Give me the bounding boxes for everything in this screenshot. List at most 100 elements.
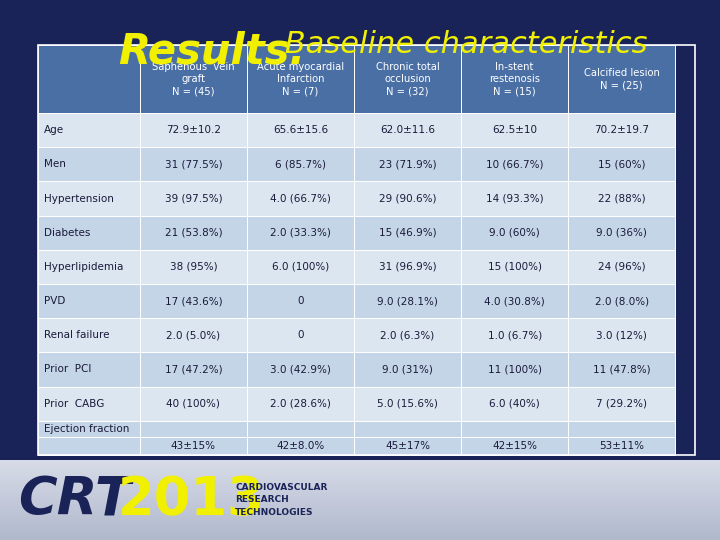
Bar xyxy=(140,437,247,455)
Bar xyxy=(38,181,140,215)
Bar xyxy=(461,353,568,387)
Bar xyxy=(461,181,568,215)
Bar xyxy=(0,528,720,530)
Text: 42±8.0%: 42±8.0% xyxy=(276,441,325,451)
Bar xyxy=(354,147,461,181)
Text: 9.0 (60%): 9.0 (60%) xyxy=(490,228,540,238)
Text: 15 (60%): 15 (60%) xyxy=(598,159,646,170)
Bar xyxy=(140,387,247,421)
Text: Baseline characteristics: Baseline characteristics xyxy=(275,30,647,59)
Bar xyxy=(38,387,140,421)
Text: 40 (100%): 40 (100%) xyxy=(166,399,220,409)
Bar xyxy=(38,437,140,455)
Bar xyxy=(38,421,140,437)
Bar xyxy=(0,488,720,490)
Text: 43±15%: 43±15% xyxy=(171,441,216,451)
Text: 2.0 (8.0%): 2.0 (8.0%) xyxy=(595,296,649,306)
Text: 2013: 2013 xyxy=(118,474,265,526)
Bar xyxy=(0,523,720,526)
Bar xyxy=(0,537,720,540)
Bar xyxy=(461,147,568,181)
Text: 17 (47.2%): 17 (47.2%) xyxy=(165,364,222,375)
Text: 6.0 (100%): 6.0 (100%) xyxy=(272,262,329,272)
Bar xyxy=(0,471,720,474)
Bar xyxy=(247,387,354,421)
Bar xyxy=(354,387,461,421)
Text: Ejection fraction: Ejection fraction xyxy=(44,424,130,434)
Text: 9.0 (31%): 9.0 (31%) xyxy=(382,364,433,375)
Bar xyxy=(247,250,354,284)
Text: 62.0±11.6: 62.0±11.6 xyxy=(380,125,435,135)
Bar xyxy=(0,477,720,480)
Bar xyxy=(247,45,354,113)
Bar xyxy=(568,437,675,455)
Text: 45±17%: 45±17% xyxy=(385,441,430,451)
Bar xyxy=(140,215,247,250)
Bar xyxy=(140,353,247,387)
Bar xyxy=(0,463,720,466)
Bar xyxy=(0,483,720,486)
Text: 39 (97.5%): 39 (97.5%) xyxy=(165,193,222,204)
Bar xyxy=(354,353,461,387)
Bar xyxy=(354,113,461,147)
Text: 38 (95%): 38 (95%) xyxy=(170,262,217,272)
Bar xyxy=(461,215,568,250)
Bar xyxy=(0,517,720,520)
Bar xyxy=(568,421,675,437)
Bar xyxy=(568,147,675,181)
Bar xyxy=(247,353,354,387)
Bar xyxy=(140,421,247,437)
Text: Prior  CABG: Prior CABG xyxy=(44,399,104,409)
Bar xyxy=(247,284,354,318)
Bar xyxy=(0,494,720,496)
Bar xyxy=(354,437,461,455)
Text: 11 (100%): 11 (100%) xyxy=(487,364,541,375)
Bar xyxy=(461,437,568,455)
Bar xyxy=(140,284,247,318)
Bar xyxy=(0,497,720,500)
Text: 14 (93.3%): 14 (93.3%) xyxy=(486,193,544,204)
Bar xyxy=(140,45,247,113)
Bar xyxy=(461,284,568,318)
Bar xyxy=(0,489,720,492)
Text: Chronic total
occlusion
N = (32): Chronic total occlusion N = (32) xyxy=(376,62,439,96)
Text: 15 (46.9%): 15 (46.9%) xyxy=(379,228,436,238)
Bar xyxy=(0,496,720,498)
Bar xyxy=(247,215,354,250)
Text: Diabetes: Diabetes xyxy=(44,228,91,238)
Bar xyxy=(0,491,720,494)
Text: 17 (43.6%): 17 (43.6%) xyxy=(165,296,222,306)
Text: 1.0 (6.7%): 1.0 (6.7%) xyxy=(487,330,541,340)
Bar xyxy=(38,147,140,181)
Bar xyxy=(0,474,720,476)
Bar xyxy=(0,469,720,472)
Bar xyxy=(0,522,720,524)
Text: 0: 0 xyxy=(297,296,304,306)
Bar xyxy=(140,181,247,215)
Text: 72.9±10.2: 72.9±10.2 xyxy=(166,125,221,135)
Text: Acute myocardial
Infarction
N = (7): Acute myocardial Infarction N = (7) xyxy=(257,62,344,96)
Text: 53±11%: 53±11% xyxy=(599,441,644,451)
Text: 23 (71.9%): 23 (71.9%) xyxy=(379,159,436,170)
Bar xyxy=(247,147,354,181)
Bar xyxy=(38,284,140,318)
Bar xyxy=(0,516,720,518)
Text: 10 (66.7%): 10 (66.7%) xyxy=(486,159,544,170)
Text: 3.0 (12%): 3.0 (12%) xyxy=(596,330,647,340)
Text: Hypertension: Hypertension xyxy=(44,193,114,204)
Text: CARDIOVASCULAR
RESEARCH
TECHNOLOGIES: CARDIOVASCULAR RESEARCH TECHNOLOGIES xyxy=(235,483,328,517)
Bar xyxy=(461,387,568,421)
Text: Renal failure: Renal failure xyxy=(44,330,109,340)
Bar xyxy=(354,284,461,318)
Bar xyxy=(568,284,675,318)
Text: 0: 0 xyxy=(297,330,304,340)
Bar xyxy=(568,113,675,147)
Bar xyxy=(0,476,720,478)
Text: 15 (100%): 15 (100%) xyxy=(487,262,541,272)
Bar xyxy=(568,181,675,215)
Bar xyxy=(38,353,140,387)
Text: 6 (85.7%): 6 (85.7%) xyxy=(275,159,326,170)
Text: 11 (47.8%): 11 (47.8%) xyxy=(593,364,651,375)
Bar xyxy=(38,250,140,284)
Bar xyxy=(0,536,720,538)
